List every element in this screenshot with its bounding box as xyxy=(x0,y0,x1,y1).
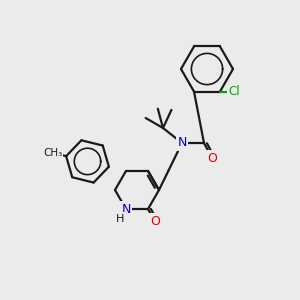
Text: O: O xyxy=(150,215,160,228)
Text: N: N xyxy=(177,136,187,149)
Text: CH₃: CH₃ xyxy=(43,148,62,158)
Text: Cl: Cl xyxy=(228,85,240,98)
Text: O: O xyxy=(207,152,217,164)
Text: H: H xyxy=(116,214,125,224)
Text: N: N xyxy=(121,202,131,216)
